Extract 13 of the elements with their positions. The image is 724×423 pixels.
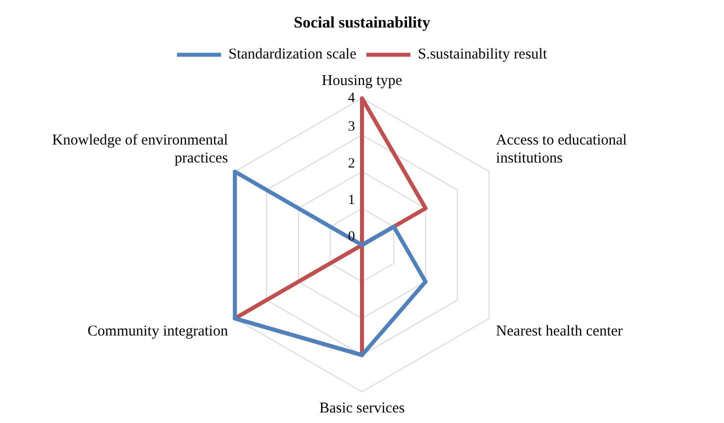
- y-tick-label: 3: [348, 120, 355, 135]
- spoke-label: Access to educational institutions: [496, 132, 627, 167]
- y-tick-label: 4: [348, 90, 355, 106]
- chart-title: Social sustainability: [294, 14, 430, 32]
- y-tick-label: 2: [348, 156, 355, 172]
- spoke-label: Knowledge of environmental practices: [52, 132, 228, 167]
- spoke-label: Community integration: [88, 323, 228, 340]
- legend-label: Standardization scale: [228, 46, 357, 63]
- spoke-label: Nearest health center: [496, 323, 623, 340]
- spoke-label: Basic services: [319, 400, 405, 417]
- y-tick-label: 1: [348, 192, 355, 208]
- spoke-label: Housing type: [322, 73, 403, 90]
- legend-label: S.sustainability result: [418, 46, 548, 63]
